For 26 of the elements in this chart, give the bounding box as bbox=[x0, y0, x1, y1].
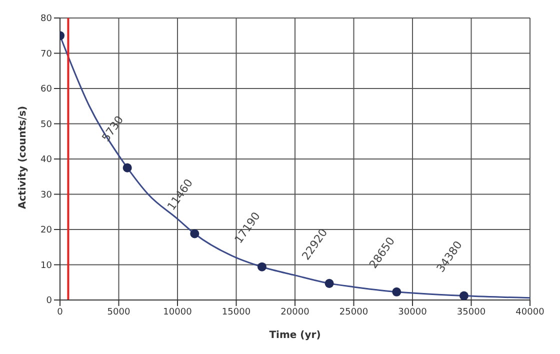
y-tick-label: 40 bbox=[40, 155, 52, 166]
x-tick-label: 10000 bbox=[163, 307, 192, 318]
x-tick-label: 15000 bbox=[222, 307, 251, 318]
point bbox=[190, 229, 200, 238]
x-tick-label: 0 bbox=[57, 307, 64, 318]
x-tick-label: 40000 bbox=[516, 307, 545, 318]
y-tick-label: 80 bbox=[40, 14, 52, 24]
x-tick-label: 5000 bbox=[107, 307, 130, 318]
y-tick-label: 30 bbox=[40, 190, 52, 200]
point bbox=[392, 287, 402, 296]
point bbox=[324, 278, 334, 288]
point bbox=[459, 291, 468, 300]
y-tick-label: 50 bbox=[40, 120, 52, 130]
x-tick-label: 30000 bbox=[398, 307, 428, 318]
x-axis-title: Time (yr) bbox=[269, 330, 321, 341]
y-tick-label: 0 bbox=[46, 296, 52, 306]
y-tick-label: 60 bbox=[40, 84, 52, 95]
y-tick-label: 70 bbox=[40, 49, 52, 60]
y-axis-title: Activity (counts/s) bbox=[18, 106, 29, 209]
point bbox=[257, 262, 266, 272]
y-tick-label: 20 bbox=[40, 226, 52, 236]
x-tick-label: 35000 bbox=[456, 307, 486, 318]
x-tick-label: 25000 bbox=[339, 307, 368, 318]
y-tick-label: 10 bbox=[40, 260, 52, 271]
point bbox=[122, 163, 132, 172]
x-tick-label: 20000 bbox=[280, 307, 310, 318]
